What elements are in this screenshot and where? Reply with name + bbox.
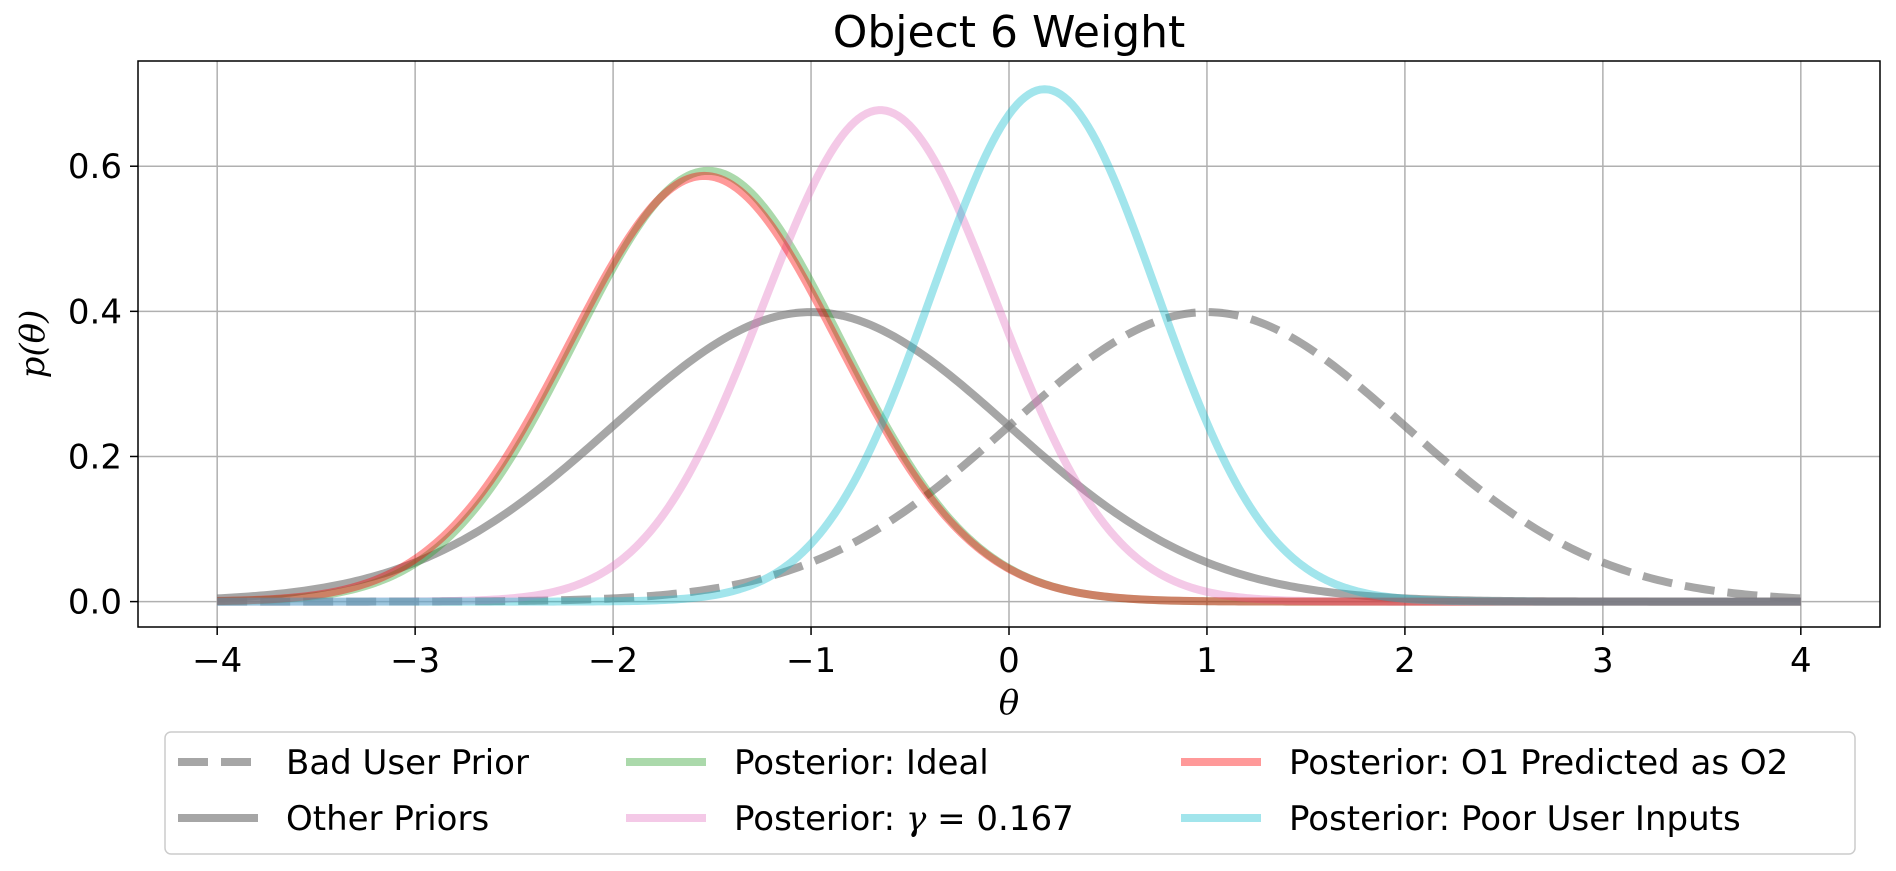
series-line-5	[217, 85, 1801, 606]
series-line-3	[217, 106, 1801, 606]
x-tick-label-5: 1	[1196, 641, 1218, 681]
series-line-1	[216, 308, 1801, 606]
legend-label-1: Other Priors	[286, 799, 489, 839]
y-tick-label-3: 0.6	[68, 147, 122, 187]
y-axis-label: p(θ)	[13, 310, 53, 379]
x-tick-label-4: 0	[998, 641, 1020, 681]
x-tick-label-3: −1	[786, 641, 836, 681]
legend-label-2: Posterior: Ideal	[734, 743, 989, 783]
legend-label-3: Posterior: γ = 0.167	[734, 799, 1074, 839]
legend-entries: Bad User Prior Other Priors Posterior: Ide…	[178, 743, 1788, 839]
x-tick-label-8: 4	[1790, 641, 1812, 681]
x-tick-label-1: −3	[390, 641, 440, 681]
y-tick-label-2: 0.4	[68, 292, 122, 332]
series-layer	[216, 85, 1802, 606]
series-line-4	[217, 171, 1801, 606]
chart-title: Object 6 Weight	[833, 7, 1186, 58]
x-tick-label-7: 3	[1592, 641, 1614, 681]
legend: Bad User Prior Other Priors Posterior: Ide…	[164, 731, 1856, 855]
series-line-2	[217, 166, 1801, 606]
legend-label-0: Bad User Prior	[286, 743, 529, 783]
x-tick-label-6: 2	[1394, 641, 1416, 681]
y-tick-label-1: 0.2	[68, 437, 122, 477]
legend-label-4: Posterior: O1 Predicted as O2	[1289, 743, 1788, 783]
x-axis-label: θ	[999, 683, 1019, 723]
y-tick-label-0: 0.0	[68, 583, 122, 623]
tick-layer: −4 −3 −2 −1 0 1 2 3 4 0.0 0.2 0.4 0.6	[68, 147, 1812, 681]
legend-label-5: Posterior: Poor User Inputs	[1289, 799, 1741, 839]
x-tick-label-0: −4	[192, 641, 242, 681]
x-tick-label-2: −2	[588, 641, 638, 681]
legend-frame	[164, 731, 1856, 855]
